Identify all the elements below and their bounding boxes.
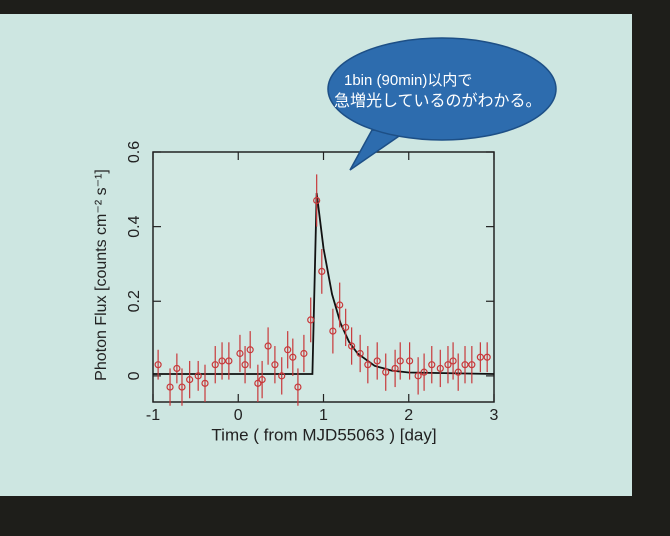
data-point bbox=[356, 349, 364, 358]
data-point bbox=[444, 361, 452, 369]
data-point bbox=[420, 368, 428, 376]
y-tick-label: 0 bbox=[126, 371, 143, 380]
data-point bbox=[173, 364, 181, 373]
data-point bbox=[300, 349, 308, 358]
y-axis-label: Photon Flux [counts cm⁻² s⁻¹] bbox=[93, 169, 110, 381]
data-point bbox=[201, 379, 209, 387]
annotation: 1bin (90min)以内で bbox=[344, 72, 472, 89]
annotation: 急増光しているのがわかる。 bbox=[334, 92, 542, 110]
x-tick-label: 3 bbox=[490, 407, 499, 424]
data-point bbox=[313, 196, 321, 205]
data-point bbox=[364, 361, 372, 369]
data-point bbox=[336, 301, 344, 309]
data-point bbox=[154, 361, 162, 369]
x-axis-label: Time ( from MJD55063 ) [day] bbox=[211, 425, 436, 444]
y-tick-label: 0.6 bbox=[126, 141, 143, 163]
data-point bbox=[414, 372, 422, 380]
data-point bbox=[373, 357, 381, 365]
data-point bbox=[236, 349, 244, 358]
data-point bbox=[258, 376, 266, 384]
data-point bbox=[225, 357, 233, 365]
plot-frame bbox=[152, 151, 495, 403]
data-point bbox=[348, 342, 356, 350]
data-point bbox=[396, 357, 404, 365]
speech-bubble: 1bin (90min)以内で 急増光しているのがわかる。 bbox=[327, 37, 557, 171]
data-point bbox=[428, 361, 436, 369]
data-point bbox=[342, 323, 350, 331]
x-tick-label: 2 bbox=[404, 407, 413, 424]
data-point bbox=[476, 353, 484, 361]
data-point bbox=[284, 346, 292, 354]
x-tick-label: 0 bbox=[234, 407, 243, 424]
data-point bbox=[468, 361, 476, 369]
y-tick-label: 0.4 bbox=[126, 215, 143, 237]
data-point bbox=[211, 361, 219, 369]
data-point bbox=[271, 361, 279, 369]
data-point bbox=[307, 316, 315, 324]
data-point bbox=[461, 361, 469, 369]
data-point bbox=[391, 364, 399, 373]
data-point bbox=[318, 267, 326, 276]
data-point bbox=[254, 379, 262, 387]
data-point bbox=[329, 327, 337, 335]
x-tick-label: -1 bbox=[146, 407, 160, 424]
data-point bbox=[186, 376, 194, 384]
y-tick-label: 0.2 bbox=[126, 290, 143, 312]
data-point bbox=[436, 364, 444, 373]
data-point bbox=[483, 353, 491, 361]
data-point bbox=[406, 357, 414, 365]
data-point bbox=[294, 383, 302, 391]
data-point bbox=[218, 357, 226, 365]
data-point bbox=[246, 346, 254, 354]
data-point bbox=[166, 383, 174, 391]
data-point bbox=[194, 372, 202, 380]
data-point bbox=[382, 368, 390, 376]
data-point bbox=[241, 361, 249, 369]
data-point bbox=[454, 368, 462, 376]
data-point bbox=[178, 383, 186, 391]
x-tick-label: 1 bbox=[319, 407, 328, 424]
data-point bbox=[278, 372, 286, 380]
data-point bbox=[264, 342, 272, 350]
data-point bbox=[289, 353, 297, 361]
data-point bbox=[449, 357, 457, 365]
